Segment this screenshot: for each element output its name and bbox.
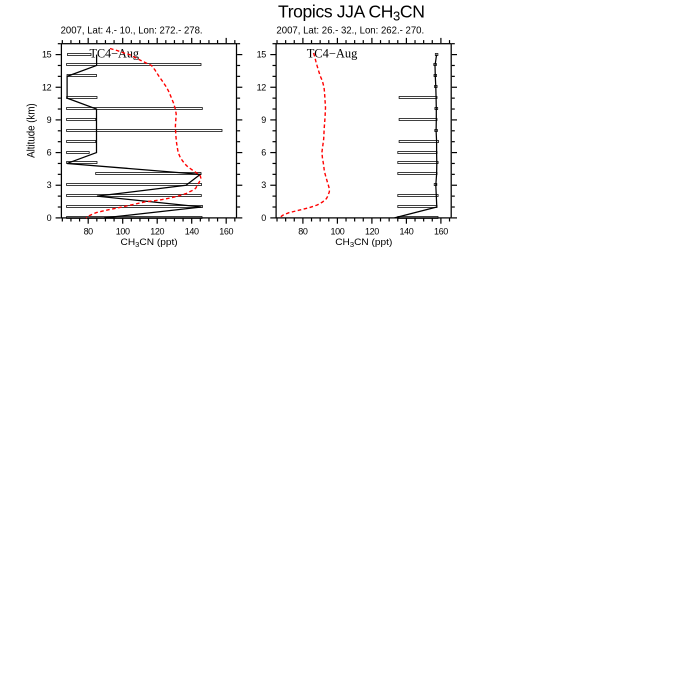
svg-text:0: 0 bbox=[261, 213, 266, 223]
svg-text:140: 140 bbox=[399, 227, 413, 237]
svg-text:12: 12 bbox=[257, 82, 267, 92]
svg-text:100: 100 bbox=[116, 227, 130, 237]
svg-text:0: 0 bbox=[47, 213, 52, 223]
svg-text:15: 15 bbox=[257, 50, 267, 60]
svg-text:TC4−Aug: TC4−Aug bbox=[90, 46, 140, 60]
svg-text:2007, Lat: 26.- 32., Lon: 262.: 2007, Lat: 26.- 32., Lon: 262.- 270. bbox=[276, 26, 424, 37]
svg-text:100: 100 bbox=[330, 227, 344, 237]
svg-text:TC4−Aug: TC4−Aug bbox=[307, 46, 358, 60]
svg-text:CH3CN (ppt): CH3CN (ppt) bbox=[335, 237, 392, 249]
svg-text:Tropics JJA CH3CN: Tropics JJA CH3CN bbox=[278, 1, 425, 23]
svg-text:80: 80 bbox=[84, 227, 94, 237]
svg-text:160: 160 bbox=[219, 227, 233, 237]
svg-text:Altitude (km): Altitude (km) bbox=[26, 103, 38, 158]
svg-text:9: 9 bbox=[47, 115, 52, 125]
svg-text:6: 6 bbox=[261, 148, 266, 158]
svg-text:140: 140 bbox=[185, 227, 199, 237]
svg-text:120: 120 bbox=[365, 227, 379, 237]
svg-text:2007, Lat: 4.- 10., Lon: 272.-: 2007, Lat: 4.- 10., Lon: 272.- 278. bbox=[61, 26, 203, 37]
svg-text:80: 80 bbox=[298, 227, 308, 237]
svg-text:12: 12 bbox=[42, 82, 52, 92]
svg-text:3: 3 bbox=[47, 180, 52, 190]
svg-text:160: 160 bbox=[434, 227, 448, 237]
svg-text:6: 6 bbox=[47, 148, 52, 158]
svg-text:15: 15 bbox=[42, 50, 52, 60]
svg-text:9: 9 bbox=[261, 115, 266, 125]
svg-text:3: 3 bbox=[261, 180, 266, 190]
svg-text:120: 120 bbox=[150, 227, 164, 237]
svg-text:CH3CN (ppt): CH3CN (ppt) bbox=[121, 237, 178, 249]
